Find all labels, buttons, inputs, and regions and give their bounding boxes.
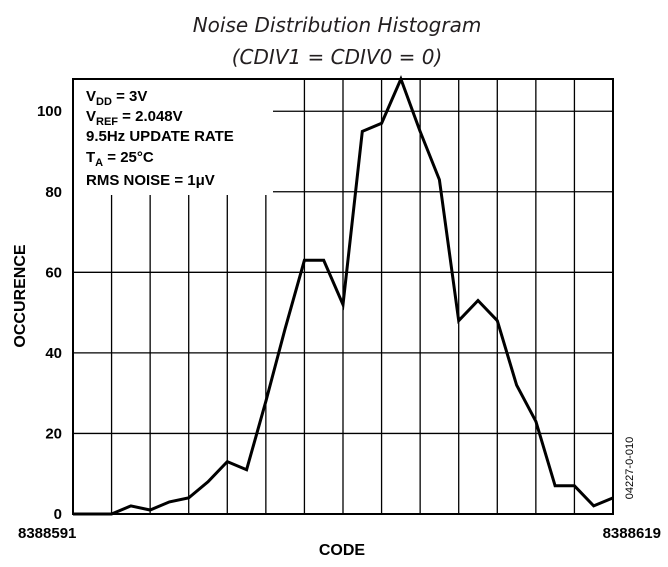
figure-code: 04227-0-010 [624, 437, 636, 499]
annotation-vref: VREF = 2.048V [86, 108, 183, 128]
x-axis-label: CODE [319, 542, 366, 559]
noise-series-line [73, 74, 614, 516]
y-tick-label: 20 [45, 425, 62, 442]
plot-frame [72, 78, 614, 515]
y-tick-label: 100 [37, 103, 62, 120]
y-tick-label: 60 [45, 264, 62, 281]
y-tick-label: 80 [45, 184, 62, 201]
x-end-label: 8388619 [603, 525, 661, 542]
chart-subtitle: (CDIV1 = CDIV0 = 0) [232, 45, 443, 69]
chart-title: Noise Distribution Histogram [193, 13, 482, 37]
y-tick-label: 0 [54, 506, 62, 523]
grid-lines [73, 79, 613, 514]
annotation-ta: TA = 25°C [86, 149, 154, 169]
y-axis-ticks: 0 20 40 60 80 100 [37, 103, 62, 523]
annotation-rms-noise: RMS NOISE = 1μV [86, 172, 215, 189]
x-start-label: 8388591 [18, 525, 76, 542]
annotation-vdd: VDD = 3V [86, 88, 147, 108]
annotation-box: VDD = 3V VREF = 2.048V 9.5Hz UPDATE RATE… [73, 79, 273, 195]
y-axis-label: OCCURENCE [12, 244, 29, 347]
y-tick-label: 40 [45, 345, 62, 362]
annotation-update-rate: 9.5Hz UPDATE RATE [86, 128, 234, 145]
